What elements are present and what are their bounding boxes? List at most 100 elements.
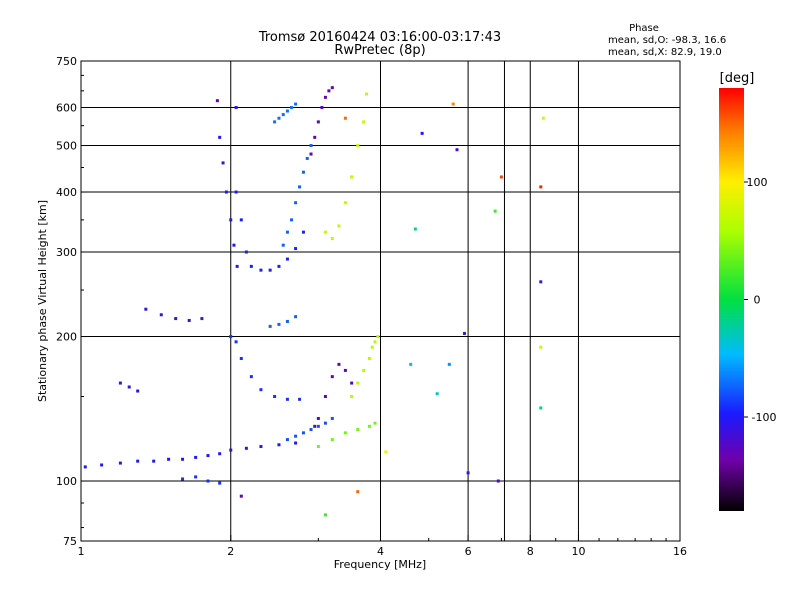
echo-point bbox=[316, 416, 320, 420]
echo-point bbox=[136, 459, 140, 463]
echo-point bbox=[350, 381, 354, 385]
echo-point bbox=[294, 102, 298, 106]
echo-point bbox=[362, 368, 366, 372]
echo-point bbox=[285, 397, 289, 401]
echo-point bbox=[413, 227, 417, 231]
echo-point bbox=[447, 362, 451, 366]
echo-point bbox=[239, 494, 243, 498]
echo-point bbox=[316, 424, 320, 428]
echo-point bbox=[327, 89, 331, 93]
echo-point bbox=[218, 481, 222, 485]
echo-point bbox=[337, 362, 341, 366]
y-tick-label: 300 bbox=[56, 246, 77, 259]
echo-point bbox=[301, 170, 305, 174]
echo-point bbox=[384, 450, 388, 454]
data-points bbox=[83, 86, 545, 517]
y-tick-label: 200 bbox=[56, 331, 77, 344]
echo-point bbox=[281, 113, 285, 117]
echo-point bbox=[330, 416, 334, 420]
echo-point bbox=[493, 209, 497, 213]
echo-point bbox=[285, 319, 289, 323]
x-tick-label: 10 bbox=[571, 545, 585, 558]
echo-point bbox=[330, 86, 334, 90]
echo-point bbox=[305, 156, 309, 160]
echo-point bbox=[343, 201, 347, 205]
echo-point bbox=[435, 392, 439, 396]
echo-point bbox=[298, 397, 302, 401]
echo-point bbox=[539, 185, 543, 189]
y-tick-label: 100 bbox=[56, 475, 77, 488]
echo-point bbox=[294, 247, 298, 251]
echo-point bbox=[167, 457, 171, 461]
echo-point bbox=[356, 428, 360, 432]
echo-point bbox=[159, 313, 163, 317]
echo-point bbox=[285, 230, 289, 234]
echo-point bbox=[301, 431, 305, 435]
echo-point bbox=[451, 102, 455, 106]
echo-point bbox=[343, 116, 347, 120]
echo-point bbox=[350, 395, 354, 399]
echo-point bbox=[100, 463, 104, 467]
colorbar bbox=[719, 88, 744, 511]
phase-mean-x: mean, sd,X: 82.9, 19.0 bbox=[608, 47, 722, 58]
echo-point bbox=[273, 120, 277, 124]
echo-point bbox=[343, 368, 347, 372]
echo-point bbox=[356, 144, 360, 148]
echo-point bbox=[206, 479, 210, 483]
echo-point bbox=[206, 454, 210, 458]
echo-point bbox=[268, 268, 272, 272]
echo-point bbox=[249, 375, 253, 379]
echo-point bbox=[194, 455, 198, 459]
echo-point bbox=[455, 148, 459, 152]
echo-point bbox=[218, 452, 222, 456]
echo-point bbox=[337, 224, 341, 228]
echo-point bbox=[290, 106, 294, 110]
echo-point bbox=[221, 161, 225, 165]
echo-point bbox=[298, 185, 302, 189]
echo-point bbox=[152, 459, 156, 463]
echo-point bbox=[409, 362, 413, 366]
echo-point bbox=[541, 116, 545, 120]
y-tick-label: 400 bbox=[56, 186, 77, 199]
colorbar-unit: deg bbox=[725, 71, 750, 86]
y-tick-label: 500 bbox=[56, 140, 77, 153]
colorbar-tick-label: 100 bbox=[747, 176, 768, 189]
echo-point bbox=[235, 264, 239, 268]
echo-point bbox=[539, 345, 543, 349]
echo-point bbox=[229, 335, 233, 339]
chart-subtitle: RwPretec (8p) bbox=[334, 43, 425, 58]
echo-point bbox=[285, 438, 289, 442]
echo-point bbox=[281, 243, 285, 247]
echo-point bbox=[367, 356, 371, 360]
echo-point bbox=[273, 395, 277, 399]
echo-point bbox=[277, 116, 281, 120]
echo-point bbox=[200, 317, 204, 321]
echo-point bbox=[232, 243, 236, 247]
echo-point bbox=[277, 443, 281, 447]
chart-title: Tromsø 20160424 03:16:00-03:17:43 bbox=[258, 30, 501, 45]
echo-point bbox=[356, 490, 360, 494]
echo-point bbox=[268, 324, 272, 328]
echo-point bbox=[181, 477, 185, 481]
echo-point bbox=[174, 317, 178, 321]
x-tick-label: 1 bbox=[78, 545, 85, 558]
echo-point bbox=[234, 106, 238, 110]
echo-point bbox=[187, 318, 191, 322]
x-tick-label: 4 bbox=[377, 545, 384, 558]
echo-point bbox=[420, 131, 424, 135]
y-tick-label: 600 bbox=[56, 102, 77, 115]
echo-point bbox=[215, 99, 219, 103]
echo-point bbox=[277, 264, 281, 268]
echo-point bbox=[309, 144, 313, 148]
echo-point bbox=[323, 230, 327, 234]
echo-point bbox=[181, 457, 185, 461]
echo-point bbox=[362, 120, 366, 124]
echo-point bbox=[313, 424, 317, 428]
echo-point bbox=[330, 237, 334, 241]
echo-point bbox=[224, 190, 228, 194]
echo-point bbox=[118, 461, 122, 465]
echo-point bbox=[285, 257, 289, 261]
echo-point bbox=[218, 135, 222, 139]
echo-point bbox=[323, 513, 327, 517]
plot-grid bbox=[81, 61, 680, 541]
